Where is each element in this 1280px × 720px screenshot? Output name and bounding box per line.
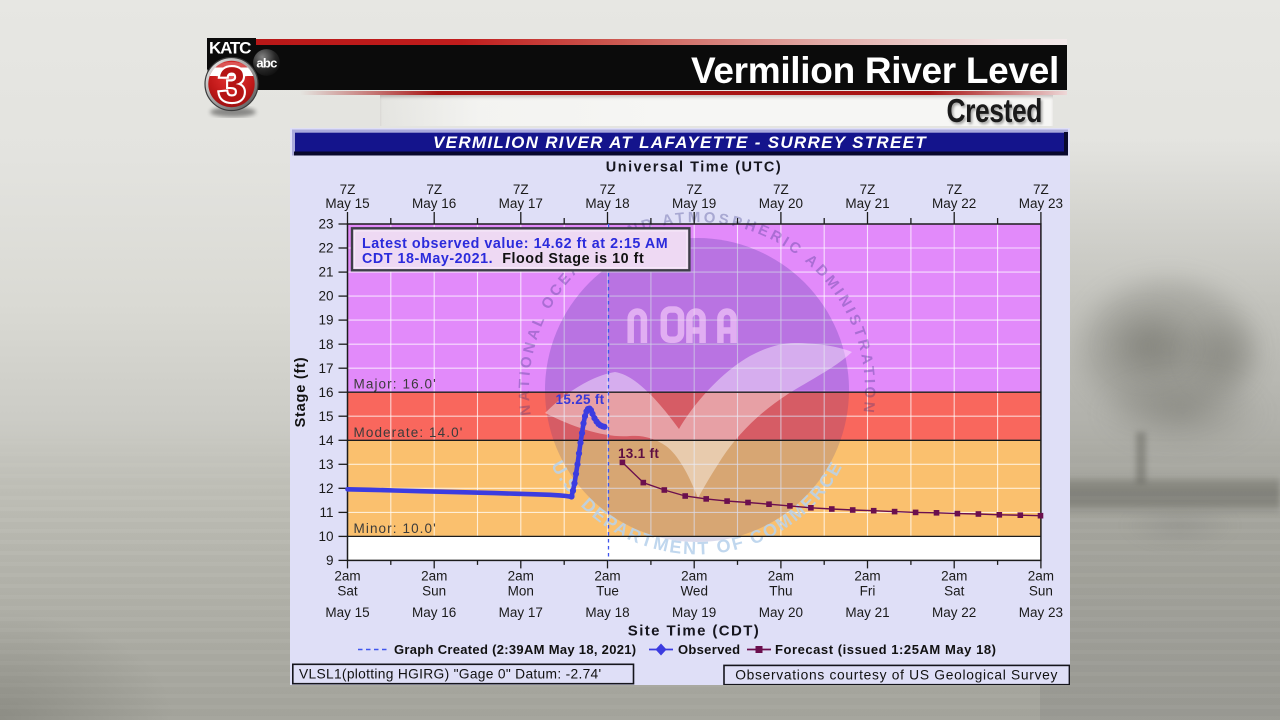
svg-text:Moderate: 14.0': Moderate: 14.0' [354, 425, 464, 440]
svg-text:7Z: 7Z [773, 182, 789, 197]
svg-text:Universal Time (UTC): Universal Time (UTC) [606, 160, 782, 176]
svg-text:CDT 18-May-2021. Flood Stage: CDT 18-May-2021. Flood Stage is 10 ft [362, 251, 644, 267]
svg-text:May 15: May 15 [325, 605, 369, 620]
svg-text:May 16: May 16 [412, 196, 456, 211]
svg-text:17: 17 [318, 361, 333, 376]
svg-text:2am: 2am [594, 569, 620, 584]
svg-text:Observed: Observed [678, 642, 740, 657]
svg-text:2am: 2am [421, 569, 447, 584]
svg-text:21: 21 [318, 265, 333, 280]
svg-text:May 23: May 23 [1019, 196, 1063, 211]
svg-text:7Z: 7Z [513, 182, 529, 197]
svg-text:7Z: 7Z [600, 182, 616, 197]
svg-text:2am: 2am [1028, 569, 1054, 584]
svg-text:May 17: May 17 [499, 605, 543, 620]
svg-text:19: 19 [318, 313, 333, 328]
svg-text:KATC: KATC [209, 39, 251, 58]
svg-text:2am: 2am [768, 569, 794, 584]
svg-text:Latest observed value: 14.62 f: Latest observed value: 14.62 ft at 2:15 … [362, 236, 668, 252]
svg-text:22: 22 [318, 241, 333, 256]
svg-text:15: 15 [318, 409, 333, 424]
svg-text:12: 12 [318, 481, 333, 496]
svg-text:7Z: 7Z [946, 182, 962, 197]
svg-text:11: 11 [319, 505, 333, 520]
svg-text:Sun: Sun [422, 584, 446, 599]
svg-text:Sun: Sun [1029, 584, 1053, 599]
svg-text:May 23: May 23 [1019, 605, 1063, 620]
svg-text:May 22: May 22 [932, 196, 976, 211]
svg-text:2am: 2am [681, 569, 707, 584]
svg-text:Tue: Tue [596, 584, 619, 599]
svg-text:Fri: Fri [860, 584, 876, 599]
svg-text:2am: 2am [334, 569, 360, 584]
svg-text:Thu: Thu [769, 584, 792, 599]
svg-text:Observations courtesy of US Ge: Observations courtesy of US Geological S… [735, 668, 1058, 683]
svg-text:13: 13 [318, 457, 333, 472]
svg-text:7Z: 7Z [686, 182, 702, 197]
svg-text:16: 16 [318, 385, 333, 400]
svg-text:May 20: May 20 [759, 605, 803, 620]
svg-text:May 18: May 18 [585, 605, 629, 620]
svg-text:2am: 2am [941, 569, 967, 584]
svg-text:May 21: May 21 [845, 196, 889, 211]
svg-text:May 19: May 19 [672, 605, 716, 620]
svg-text:Sat: Sat [337, 584, 358, 599]
svg-text:15.25 ft: 15.25 ft [556, 392, 605, 407]
svg-text:VERMILION RIVER AT LAFAYETTE -: VERMILION RIVER AT LAFAYETTE - SURREY ST… [433, 133, 927, 152]
svg-text:May 15: May 15 [325, 196, 369, 211]
svg-text:10: 10 [318, 529, 333, 544]
svg-text:Mon: Mon [508, 584, 534, 599]
svg-text:13.1 ft: 13.1 ft [618, 446, 659, 461]
svg-text:VLSL1(plotting HGIRG) "Gage 0": VLSL1(plotting HGIRG) "Gage 0" Datum: -2… [299, 667, 601, 682]
svg-text:May 17: May 17 [499, 196, 543, 211]
svg-text:abc: abc [256, 56, 277, 71]
svg-text:2am: 2am [854, 569, 880, 584]
svg-text:7Z: 7Z [340, 182, 356, 197]
svg-text:14: 14 [318, 433, 334, 448]
svg-text:18: 18 [318, 337, 333, 352]
svg-text:7Z: 7Z [426, 182, 442, 197]
svg-text:May 19: May 19 [672, 196, 716, 211]
svg-text:Wed: Wed [680, 584, 708, 599]
svg-text:May 20: May 20 [759, 196, 803, 211]
svg-text:7Z: 7Z [860, 182, 876, 197]
svg-text:Site Time (CDT): Site Time (CDT) [628, 623, 760, 640]
svg-text:Graph Created (2:39AM May 18,: Graph Created (2:39AM May 18, 2021) [394, 642, 636, 657]
svg-text:Sat: Sat [944, 584, 965, 599]
svg-text:9: 9 [326, 553, 334, 568]
svg-text:May 22: May 22 [932, 605, 976, 620]
svg-text:20: 20 [318, 289, 333, 304]
svg-text:7Z: 7Z [1033, 182, 1049, 197]
svg-text:Minor: 10.0': Minor: 10.0' [354, 521, 437, 536]
svg-text:3: 3 [218, 59, 245, 113]
svg-text:May 18: May 18 [585, 196, 629, 211]
svg-text:Forecast (issued 1:25AM May 18: Forecast (issued 1:25AM May 18) [775, 642, 997, 657]
svg-text:2am: 2am [508, 569, 534, 584]
svg-text:May 21: May 21 [845, 605, 889, 620]
svg-text:Stage (ft): Stage (ft) [293, 357, 309, 428]
svg-text:May 16: May 16 [412, 605, 456, 620]
svg-text:23: 23 [318, 217, 333, 232]
svg-text:Major: 16.0': Major: 16.0' [354, 377, 437, 392]
